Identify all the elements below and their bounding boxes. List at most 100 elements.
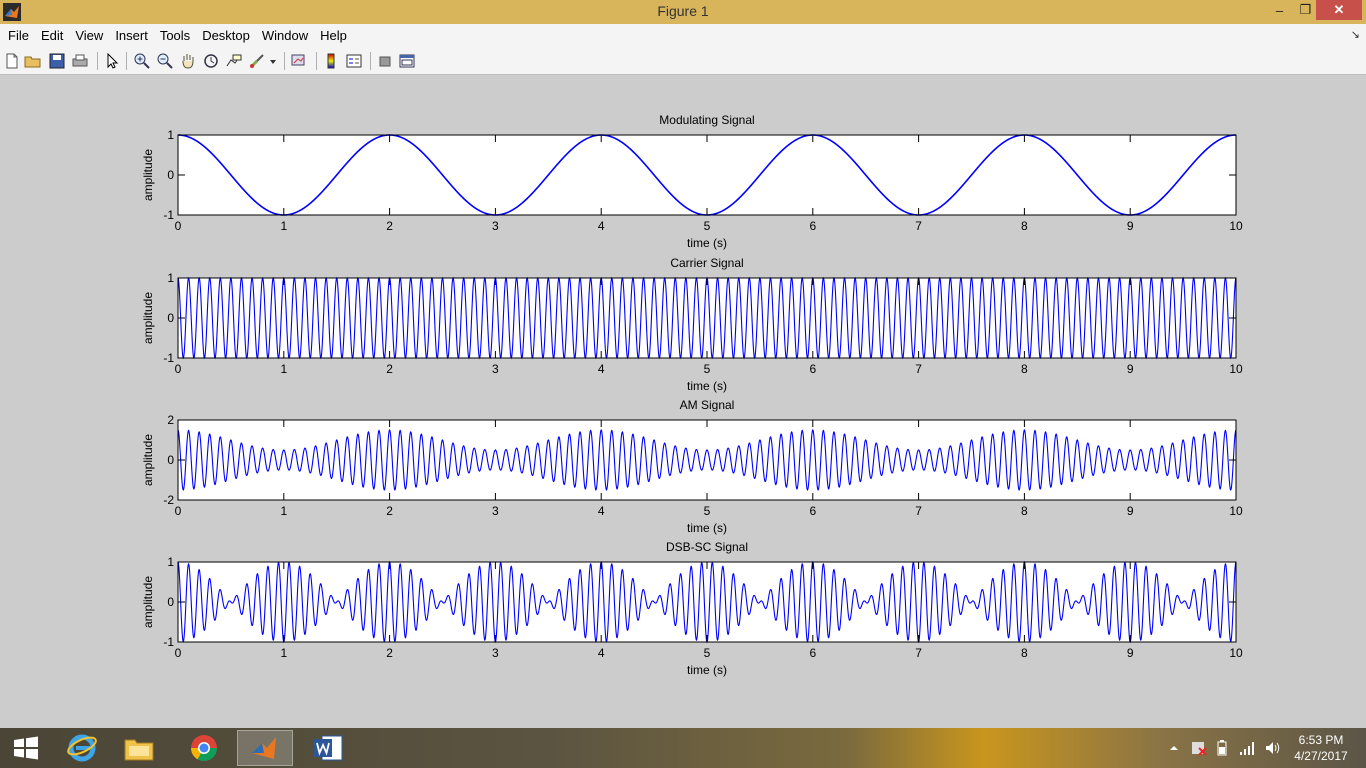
y-axis-label: amplitude	[141, 434, 155, 486]
legend-icon[interactable]	[345, 52, 363, 70]
close-button[interactable]: ✕	[1316, 0, 1362, 20]
save-icon[interactable]	[48, 52, 66, 70]
x-tick-label: 6	[809, 646, 816, 660]
x-tick-label: 8	[1021, 219, 1028, 233]
tray-volume-icon[interactable]	[1264, 736, 1282, 760]
menu-desktop[interactable]: Desktop	[202, 28, 250, 43]
plot-title: Carrier Signal	[670, 256, 743, 270]
colorbar-icon[interactable]	[322, 52, 340, 70]
menu-insert[interactable]: Insert	[115, 28, 148, 43]
x-tick-label: 3	[492, 362, 499, 376]
taskbar-chrome[interactable]	[176, 730, 232, 766]
menubar: File Edit View Insert Tools Desktop Wind…	[0, 24, 1366, 47]
y-tick-label: 1	[167, 555, 174, 569]
x-tick-label: 2	[386, 646, 393, 660]
rotate-3d-icon[interactable]	[202, 52, 220, 70]
menubar-dock-arrow-icon[interactable]: ↘	[1350, 29, 1360, 41]
series-line-am	[177, 429, 1237, 491]
hide-plot-tools-icon[interactable]	[376, 52, 394, 70]
x-axis-label: time (s)	[687, 236, 727, 250]
x-tick-label: 3	[492, 504, 499, 518]
windows-start-icon[interactable]	[6, 734, 46, 762]
taskbar-internet-explorer[interactable]	[54, 730, 110, 766]
tray-action-center-icon[interactable]	[1190, 736, 1208, 760]
axes-background	[178, 135, 1236, 215]
x-tick-label: 10	[1229, 219, 1243, 233]
x-tick-label: 9	[1127, 362, 1134, 376]
figure-canvas: 0 1 2 3 4 5 6 7 8 9 10 -1 0 1 Modulating Signal time (s…	[0, 76, 1366, 727]
x-tick-label: 5	[704, 219, 711, 233]
internet-explorer-icon	[67, 734, 97, 762]
x-tick-label: 5	[704, 504, 711, 518]
data-cursor-icon[interactable]	[225, 52, 243, 70]
menu-window[interactable]: Window	[261, 28, 309, 43]
new-figure-icon[interactable]	[3, 52, 21, 70]
x-tick-label: 6	[809, 362, 816, 376]
x-tick-label: 5	[704, 362, 711, 376]
zoom-in-icon[interactable]	[133, 52, 151, 70]
tray-show-hidden-icon[interactable]	[1168, 736, 1180, 760]
y-tick-label: 0	[167, 453, 174, 467]
tray-network-icon[interactable]	[1239, 736, 1257, 760]
open-file-icon[interactable]	[24, 52, 42, 70]
toolbar-separator	[370, 52, 371, 70]
word-icon	[314, 735, 343, 761]
show-plot-tools-icon[interactable]	[398, 52, 416, 70]
x-tick-label: 5	[704, 646, 711, 660]
minimize-button[interactable]: ‒	[1275, 2, 1284, 18]
menu-view[interactable]: View	[75, 28, 104, 43]
x-axis-label: time (s)	[687, 521, 727, 535]
x-tick-label: 9	[1127, 646, 1134, 660]
zoom-out-icon[interactable]	[156, 52, 174, 70]
menu-file[interactable]: File	[8, 28, 29, 43]
print-icon[interactable]	[71, 52, 89, 70]
edit-plot-arrow-icon[interactable]	[103, 52, 121, 70]
menu-tools[interactable]: Tools	[159, 28, 191, 43]
x-tick-label: 4	[598, 504, 605, 518]
chrome-icon	[190, 735, 218, 762]
x-tick-label: 2	[386, 504, 393, 518]
tray-power-icon[interactable]	[1214, 736, 1230, 760]
x-tick-label: 1	[280, 362, 287, 376]
subplots-svg: 0 1 2 3 4 5 6 7 8 9 10 -1 0 1 Modulating Signal time (s…	[141, 113, 1243, 677]
x-tick-label: 4	[598, 219, 605, 233]
toolbar-separator	[97, 52, 98, 70]
x-tick-label: 6	[809, 504, 816, 518]
y-axis-label: amplitude	[141, 292, 155, 344]
x-tick-label: 8	[1021, 646, 1028, 660]
clock-time: 6:53 PM	[1298, 733, 1344, 747]
x-tick-label: 1	[280, 504, 287, 518]
windows-taskbar: 6:53 PM 4/27/2017	[0, 728, 1366, 768]
x-tick-label: 8	[1021, 362, 1028, 376]
taskbar-file-explorer[interactable]	[111, 730, 167, 766]
taskbar-word[interactable]	[300, 730, 356, 766]
x-tick-label: 2	[386, 362, 393, 376]
link-plot-icon[interactable]	[290, 52, 308, 70]
axes-background	[178, 420, 1236, 500]
menu-edit[interactable]: Edit	[40, 28, 64, 43]
y-tick-label: 0	[167, 168, 174, 182]
x-tick-label: 9	[1127, 219, 1134, 233]
plot-title: Modulating Signal	[659, 113, 754, 127]
matlab-app-icon[interactable]	[3, 3, 21, 21]
x-tick-label: 7	[915, 646, 922, 660]
window-title: Figure 1	[657, 3, 709, 19]
x-tick-label: 2	[386, 219, 393, 233]
plot-title: DSB-SC Signal	[666, 540, 748, 554]
brush-dropdown-icon[interactable]	[268, 52, 278, 70]
menu-help[interactable]: Help	[320, 28, 347, 43]
x-tick-label: 6	[809, 219, 816, 233]
x-tick-label: 7	[915, 504, 922, 518]
brush-icon[interactable]	[248, 52, 266, 70]
maximize-button[interactable]: ❐	[1299, 2, 1312, 17]
x-tick-label: 4	[598, 362, 605, 376]
taskbar-matlab[interactable]	[237, 730, 293, 766]
y-tick-label: -1	[163, 635, 174, 649]
y-axis-label: amplitude	[141, 149, 155, 201]
pan-hand-icon[interactable]	[179, 52, 197, 70]
taskbar-clock[interactable]: 6:53 PM 4/27/2017	[1286, 732, 1356, 764]
clock-date: 4/27/2017	[1294, 749, 1348, 763]
x-axis-label: time (s)	[687, 379, 727, 393]
